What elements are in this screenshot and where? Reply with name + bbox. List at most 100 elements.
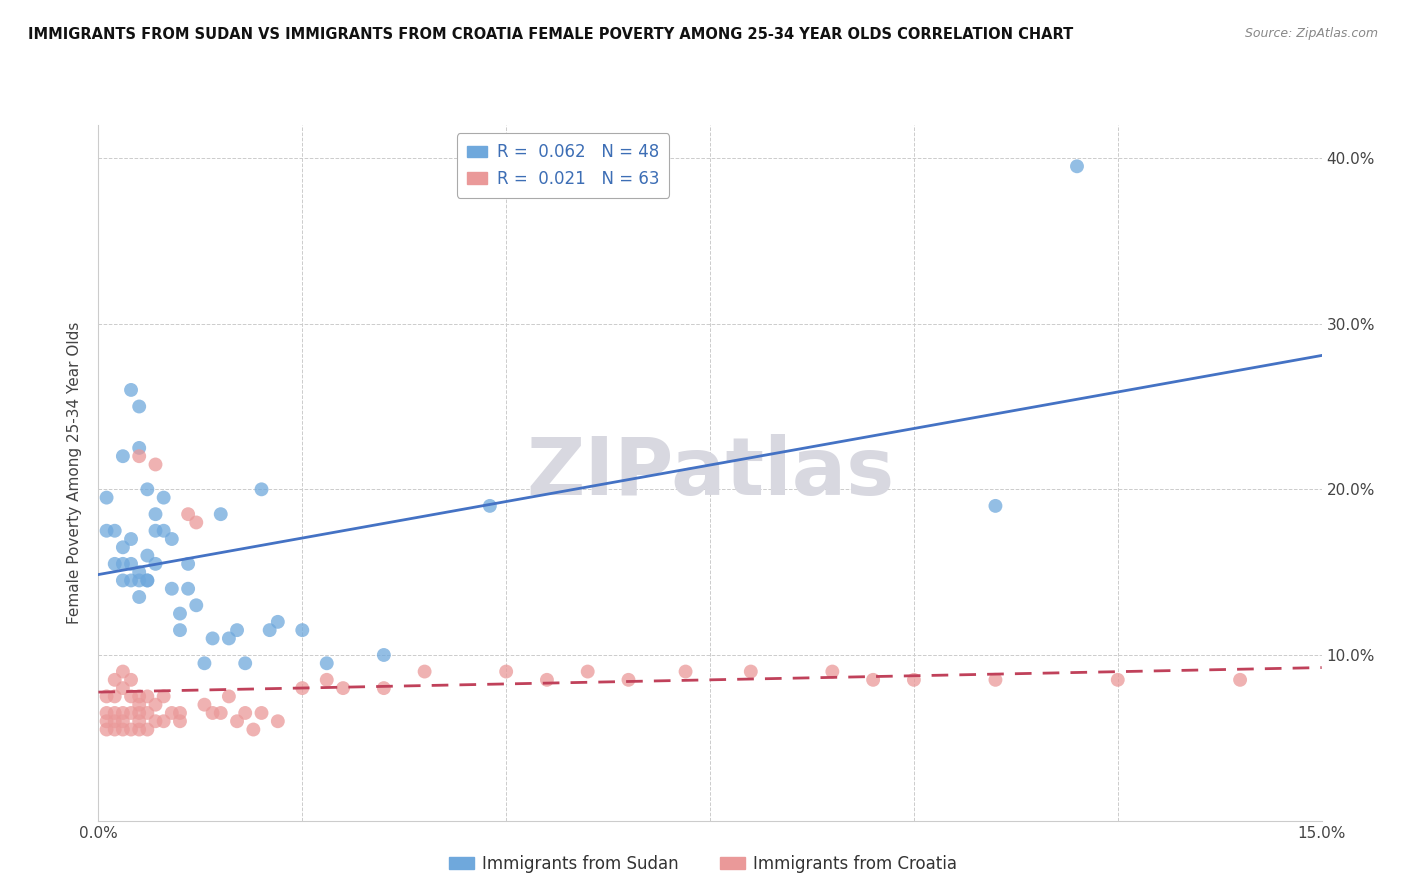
Point — [145, 698, 167, 712]
Point — [120, 673, 142, 687]
Point — [120, 690, 142, 704]
Point — [177, 582, 200, 596]
Point — [186, 599, 208, 613]
Point — [120, 706, 142, 720]
Point — [675, 665, 697, 679]
Point — [128, 723, 150, 737]
Point — [193, 657, 215, 671]
Point — [104, 690, 127, 704]
Y-axis label: Female Poverty Among 25-34 Year Olds: Female Poverty Among 25-34 Year Olds — [67, 322, 83, 624]
Point — [315, 657, 337, 671]
Point — [218, 632, 240, 646]
Point — [226, 623, 249, 637]
Text: ZIPatlas: ZIPatlas — [526, 434, 894, 512]
Point — [128, 441, 150, 455]
Point — [177, 507, 200, 521]
Point — [233, 657, 256, 671]
Point — [111, 706, 134, 720]
Point — [128, 690, 150, 704]
Point — [128, 706, 150, 720]
Point — [120, 383, 142, 397]
Point — [136, 574, 159, 588]
Point — [259, 623, 281, 637]
Point — [903, 673, 925, 687]
Point — [201, 632, 224, 646]
Point — [136, 723, 159, 737]
Point — [160, 582, 183, 596]
Point — [984, 673, 1007, 687]
Point — [576, 665, 599, 679]
Point — [96, 524, 118, 538]
Point — [209, 706, 232, 720]
Point — [169, 706, 191, 720]
Point — [111, 665, 134, 679]
Point — [242, 723, 264, 737]
Point — [984, 499, 1007, 513]
Point — [104, 723, 127, 737]
Point — [104, 706, 127, 720]
Point — [136, 706, 159, 720]
Point — [111, 541, 134, 555]
Point — [267, 714, 290, 729]
Point — [128, 449, 150, 463]
Point — [120, 574, 142, 588]
Point — [111, 449, 134, 463]
Point — [136, 690, 159, 704]
Point — [315, 673, 337, 687]
Point — [152, 690, 174, 704]
Point — [1066, 159, 1088, 173]
Point — [104, 524, 127, 538]
Point — [152, 714, 174, 729]
Point — [152, 524, 174, 538]
Point — [250, 706, 273, 720]
Point — [120, 723, 142, 737]
Point — [226, 714, 249, 729]
Point — [209, 507, 232, 521]
Point — [152, 491, 174, 505]
Point — [145, 507, 167, 521]
Point — [111, 574, 134, 588]
Point — [1107, 673, 1129, 687]
Point — [136, 574, 159, 588]
Point — [96, 723, 118, 737]
Point — [104, 673, 127, 687]
Point — [332, 681, 354, 695]
Point — [169, 623, 191, 637]
Point — [120, 557, 142, 571]
Point — [111, 714, 134, 729]
Legend: Immigrants from Sudan, Immigrants from Croatia: Immigrants from Sudan, Immigrants from C… — [441, 848, 965, 880]
Point — [128, 714, 150, 729]
Point — [136, 549, 159, 563]
Point — [478, 499, 501, 513]
Point — [495, 665, 517, 679]
Point — [413, 665, 436, 679]
Point — [250, 483, 273, 497]
Point — [145, 524, 167, 538]
Point — [193, 698, 215, 712]
Point — [128, 698, 150, 712]
Point — [740, 665, 762, 679]
Point — [617, 673, 640, 687]
Point — [267, 615, 290, 629]
Point — [111, 681, 134, 695]
Point — [96, 714, 118, 729]
Point — [96, 491, 118, 505]
Point — [160, 706, 183, 720]
Point — [136, 483, 159, 497]
Point — [186, 516, 208, 530]
Point — [104, 557, 127, 571]
Point — [1229, 673, 1251, 687]
Point — [128, 590, 150, 604]
Point — [145, 714, 167, 729]
Point — [169, 714, 191, 729]
Text: Source: ZipAtlas.com: Source: ZipAtlas.com — [1244, 27, 1378, 40]
Point — [177, 557, 200, 571]
Point — [862, 673, 884, 687]
Point — [145, 557, 167, 571]
Point — [233, 706, 256, 720]
Text: IMMIGRANTS FROM SUDAN VS IMMIGRANTS FROM CROATIA FEMALE POVERTY AMONG 25-34 YEAR: IMMIGRANTS FROM SUDAN VS IMMIGRANTS FROM… — [28, 27, 1073, 42]
Point — [128, 400, 150, 414]
Point — [96, 690, 118, 704]
Point — [128, 574, 150, 588]
Point — [373, 681, 395, 695]
